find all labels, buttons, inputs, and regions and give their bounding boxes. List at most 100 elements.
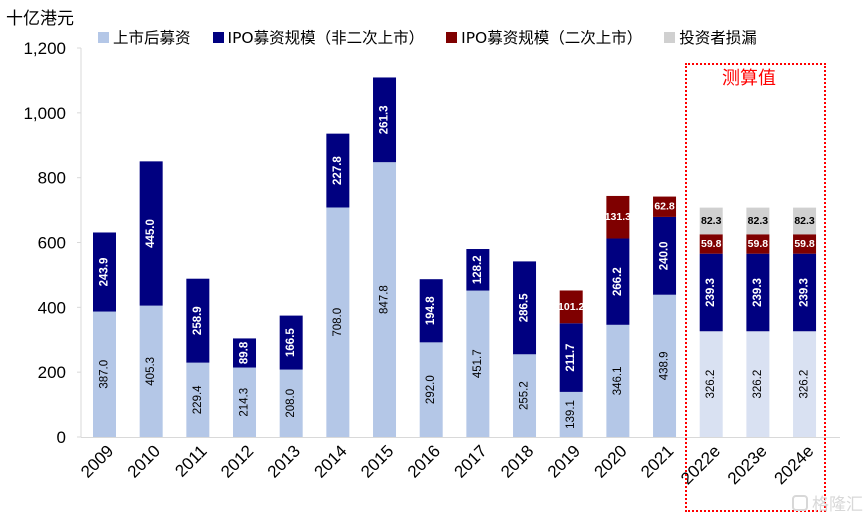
data-label: 239.3 bbox=[752, 278, 764, 307]
bar-segment-ipo-primary bbox=[653, 216, 677, 295]
data-label: 346.1 bbox=[612, 367, 624, 396]
data-label: 62.8 bbox=[654, 201, 675, 213]
bar-segment-ipo-primary bbox=[279, 315, 303, 370]
bar-segment-investor-loss bbox=[699, 207, 723, 235]
bar-stack-2016: 292.0 194.8 bbox=[419, 279, 443, 437]
data-label: 214.3 bbox=[239, 388, 251, 417]
data-label: 445.0 bbox=[145, 219, 157, 248]
bar-segment-ipo-primary bbox=[466, 249, 490, 291]
bar-segment-ipo-primary bbox=[793, 253, 817, 332]
data-label: 89.8 bbox=[239, 341, 251, 364]
y-tick-label: 600 bbox=[38, 234, 66, 253]
data-label: 266.2 bbox=[612, 267, 624, 296]
legend-swatch bbox=[446, 31, 458, 43]
bar-stack-2009: 387.0 243.9 bbox=[93, 232, 116, 437]
bar-stack-2020: 346.1 266.2 131.3 bbox=[605, 195, 631, 437]
data-label: 708.0 bbox=[332, 308, 344, 337]
legend-label: 投资者损漏 bbox=[679, 29, 757, 47]
data-label: 82.3 bbox=[701, 215, 722, 227]
y-tick-label: 1,200 bbox=[23, 39, 66, 58]
data-label: 59.8 bbox=[794, 238, 815, 250]
x-tick-label: 2018 bbox=[497, 441, 537, 481]
bar-segment-ipo-secondary bbox=[559, 290, 583, 324]
bar-stack-2022e: 326.2 239.3 59.8 82.3 bbox=[699, 207, 723, 437]
bar-stack-2015: 847.8 261.3 bbox=[373, 77, 397, 437]
bar-segment-ipo-primary bbox=[326, 133, 350, 208]
bar-segment-ipo-primary bbox=[606, 238, 630, 325]
bar-segment-ipo-primary bbox=[139, 161, 163, 306]
data-label: 292.0 bbox=[425, 375, 437, 404]
data-label: 258.9 bbox=[192, 306, 204, 335]
y-tick-label: 400 bbox=[38, 298, 66, 317]
data-label: 131.3 bbox=[605, 211, 631, 223]
bar-stack-2018: 255.2 286.5 bbox=[513, 261, 537, 437]
data-label: 239.3 bbox=[799, 278, 811, 307]
data-label: 286.5 bbox=[519, 293, 531, 322]
legend-item-post-ipo: 上市后募资 bbox=[98, 26, 191, 48]
bar-segment-ipo-primary bbox=[513, 261, 537, 355]
bar-stack-2021: 438.9 240.0 62.8 bbox=[653, 196, 677, 437]
bar-segment-post-ipo bbox=[466, 290, 490, 437]
data-label: 101.2 bbox=[558, 301, 584, 313]
bar-segment-post-ipo bbox=[513, 354, 537, 437]
bar-segment-post-ipo bbox=[653, 294, 677, 437]
data-label: 82.3 bbox=[748, 215, 769, 227]
bar-segment-ipo-primary bbox=[699, 253, 723, 332]
bar-stack-2010: 405.3 445.0 bbox=[139, 161, 163, 437]
bar-segment-ipo-primary bbox=[233, 338, 257, 368]
data-label: 239.3 bbox=[705, 278, 717, 307]
x-tick-label: 2013 bbox=[264, 441, 304, 481]
x-tick-label: 2015 bbox=[357, 441, 397, 481]
watermark-text: 格隆汇 bbox=[812, 495, 863, 515]
data-label: 59.8 bbox=[701, 238, 722, 250]
bar-segment-post-ipo bbox=[279, 369, 303, 437]
bar-stack-2023e: 326.2 239.3 59.8 82.3 bbox=[746, 207, 770, 437]
x-tick-label: 2012 bbox=[217, 441, 257, 481]
bar-segment-post-ipo bbox=[606, 324, 630, 437]
bar-segment-ipo-secondary bbox=[653, 196, 677, 217]
bar-segment-investor-loss bbox=[746, 207, 770, 235]
y-tick-label: 0 bbox=[57, 428, 66, 447]
bar-segment-post-ipo bbox=[139, 305, 163, 437]
watermark-logo-icon bbox=[792, 494, 808, 511]
data-label: 194.8 bbox=[425, 296, 437, 325]
bar-stack-2017: 451.7 128.2 bbox=[466, 249, 490, 437]
y-tick-label: 200 bbox=[38, 363, 66, 382]
x-tick-label: 2021 bbox=[637, 441, 677, 481]
bar-segment-investor-loss bbox=[793, 207, 817, 235]
bar-segment-post-ipo bbox=[93, 311, 116, 437]
bar-stack-2019: 139.1 211.7 101.2 bbox=[558, 290, 584, 437]
data-label: 326.2 bbox=[705, 370, 717, 399]
bar-segment-post-ipo bbox=[793, 331, 817, 437]
legend-swatch bbox=[664, 31, 676, 43]
x-tick-label: 2011 bbox=[171, 441, 210, 480]
y-tick-label: 800 bbox=[38, 169, 66, 188]
bar-stack-2013: 208.0 166.5 bbox=[279, 315, 303, 437]
data-label: 438.9 bbox=[659, 351, 671, 380]
data-label: 229.4 bbox=[192, 385, 204, 414]
bar-segment-post-ipo bbox=[559, 391, 583, 437]
y-axis-unit-label: 十亿港元 bbox=[6, 9, 74, 29]
data-label: 255.2 bbox=[519, 381, 531, 410]
legend-label: IPO募资规模（二次上市） bbox=[461, 29, 643, 47]
legend-swatch bbox=[98, 31, 109, 43]
forecast-annotation: 测算值 bbox=[722, 68, 776, 89]
data-label: 847.8 bbox=[379, 285, 391, 314]
legend-swatch bbox=[212, 31, 224, 43]
data-label: 139.1 bbox=[565, 400, 577, 429]
data-label: 59.8 bbox=[748, 238, 769, 250]
data-label: 261.3 bbox=[379, 105, 391, 134]
forecast-highlight-box bbox=[685, 63, 826, 512]
legend-label: IPO募资规模（非二次上市） bbox=[227, 29, 425, 47]
data-label: 208.0 bbox=[285, 389, 297, 418]
bar-segment-ipo-primary bbox=[186, 278, 210, 363]
bar-segment-post-ipo bbox=[419, 342, 443, 437]
x-tick-label: 2020 bbox=[591, 441, 631, 481]
data-label: 326.2 bbox=[799, 370, 811, 399]
bar-segment-post-ipo bbox=[186, 362, 210, 437]
data-label: 326.2 bbox=[752, 370, 764, 399]
bar-stack-2024e: 326.2 239.3 59.8 82.3 bbox=[793, 207, 817, 437]
legend-item-investor-loss: 投资者损漏 bbox=[664, 26, 757, 48]
bar-segment-ipo-secondary bbox=[746, 234, 770, 254]
